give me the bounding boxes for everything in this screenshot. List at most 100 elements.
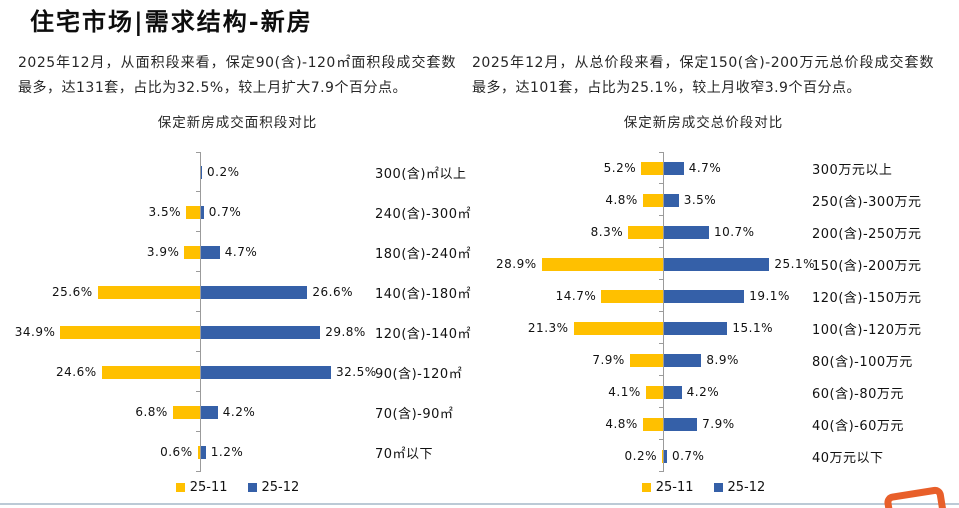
legend-item-25-12: 25-12 (247, 480, 300, 495)
category-label: 120(含)-150万元 (812, 290, 922, 306)
right-bar-zone: 10.7% (664, 216, 806, 248)
right-bar-zone: 1.2% (201, 432, 369, 472)
legend-item-25-11: 25-11 (641, 480, 694, 495)
left-bar-zone: 21.3% (472, 312, 663, 344)
chart-row: 7.9% 8.9% 80(含)-100万元 (472, 344, 935, 376)
value-label-25-12: 29.8% (325, 325, 366, 339)
axis-segment (196, 352, 201, 392)
right-bar-zone: 7.9% (664, 408, 806, 440)
price-summary-text: 2025年12月，从总价段来看，保定150(含)-200万元总价段成交套数最多，… (472, 55, 934, 96)
chart-row: 4.8% 3.5% 250(含)-300万元 (472, 184, 935, 216)
right-bar-zone: 26.6% (201, 272, 369, 312)
bar-25-11 (60, 325, 200, 339)
chart-row: 34.9% 29.8% 120(含)-140㎡ (14, 312, 470, 352)
bar-25-12 (664, 449, 667, 463)
axis-segment (196, 232, 201, 272)
left-bar-zone: 24.6% (18, 352, 200, 392)
value-label-25-11: 3.5% (148, 205, 181, 219)
value-label-25-12: 0.2% (207, 165, 240, 179)
right-bar-zone: 3.5% (664, 184, 806, 216)
bar-25-12 (201, 405, 218, 419)
value-label-25-11: 0.2% (624, 449, 657, 463)
left-bar-zone: 0.6% (18, 432, 200, 472)
left-bar-zone: 4.8% (472, 408, 663, 440)
right-bar-zone: 19.1% (664, 280, 806, 312)
category-label: 70(含)-90㎡ (375, 406, 454, 422)
area-tornado-chart: 0.2% 300(含)㎡以上 3.5% 0.7% 240(含)-300㎡ 3.9% 4.7%… (14, 152, 470, 472)
legend-label: 25-12 (261, 480, 300, 495)
category-label: 70㎡以下 (375, 446, 434, 462)
value-label-25-12: 25.1% (774, 257, 816, 271)
bar-25-12 (664, 417, 698, 431)
bar-25-11 (642, 417, 663, 431)
axis-segment (659, 216, 664, 248)
right-bar-zone: 32.5% (201, 352, 376, 392)
chart-row: 25.6% 26.6% 140(含)-180㎡ (18, 272, 470, 312)
category-label: 240(含)-300㎡ (375, 206, 471, 222)
price-chart-title: 保定新房成交总价段对比 (623, 115, 784, 131)
bar-25-12 (664, 353, 702, 367)
price-tornado-chart: 5.2% 4.7% 300万元以上 4.8% 3.5% 250(含)-300万元 8.3% 1… (472, 152, 935, 472)
category-label: 200(含)-250万元 (812, 226, 922, 242)
value-label-25-12: 4.7% (688, 161, 722, 175)
left-bar-zone: 25.6% (18, 272, 200, 312)
value-label-25-12: 10.7% (713, 225, 755, 239)
bar-25-12 (201, 165, 202, 179)
chart-row: 3.5% 0.7% 240(含)-300㎡ (18, 192, 470, 232)
axis-segment (196, 432, 201, 472)
value-label-25-11: 4.8% (605, 417, 638, 431)
category-label: 140(含)-180㎡ (375, 286, 471, 302)
right-bar-zone: 25.1% (664, 248, 815, 280)
category-label: 60(含)-80万元 (812, 386, 904, 402)
value-label-25-11: 14.7% (555, 289, 597, 303)
axis-segment (196, 272, 201, 312)
value-label-25-12: 4.2% (686, 385, 720, 399)
bar-25-12 (201, 325, 321, 339)
chart-row: 28.9% 25.1% 150(含)-200万元 (472, 248, 935, 280)
axis-segment (659, 376, 664, 408)
bar-25-12 (201, 245, 220, 259)
axis-segment (196, 392, 201, 432)
category-label: 80(含)-100万元 (812, 354, 913, 370)
value-label-25-12: 7.9% (702, 417, 735, 431)
bar-25-12 (664, 193, 679, 207)
right-bar-zone: 4.2% (664, 376, 806, 408)
chart-row: 5.2% 4.7% 300万元以上 (472, 152, 935, 184)
category-label: 300万元以上 (812, 162, 893, 178)
axis-segment (196, 152, 201, 192)
axis-segment (659, 184, 664, 216)
category-label: 180(含)-240㎡ (375, 246, 471, 262)
bar-25-11 (642, 193, 663, 207)
legend-item-25-11: 25-11 (175, 480, 228, 495)
value-label-25-12: 4.2% (222, 405, 256, 419)
bar-25-11 (97, 285, 200, 299)
bar-25-11 (573, 321, 663, 335)
axis-segment (659, 344, 664, 376)
axis-segment (659, 152, 664, 184)
chart-row: 0.2% 300(含)㎡以上 (18, 152, 466, 192)
bar-25-11 (662, 449, 663, 463)
left-bar-zone: 14.7% (472, 280, 663, 312)
axis-segment (659, 280, 664, 312)
value-label-25-12: 3.5% (683, 193, 717, 207)
left-bar-zone: 28.9% (472, 248, 663, 280)
category-label: 100(含)-120万元 (812, 322, 922, 338)
value-label-25-11: 34.9% (14, 325, 56, 339)
chart-row: 3.9% 4.7% 180(含)-240㎡ (18, 232, 470, 272)
footer-divider (0, 503, 959, 505)
left-bar-zone: 8.3% (472, 216, 663, 248)
bar-25-11 (628, 225, 663, 239)
legend-label: 25-12 (727, 480, 766, 495)
value-label-25-12: 0.7% (671, 449, 705, 463)
axis-segment (659, 408, 664, 440)
value-label-25-12: 0.7% (208, 205, 242, 219)
left-bar-zone: 3.9% (18, 232, 200, 272)
bar-25-11 (641, 161, 663, 175)
value-label-25-12: 15.1% (732, 321, 774, 335)
left-bar-zone: 6.8% (18, 392, 200, 432)
right-bar-zone: 0.2% (201, 152, 369, 192)
value-label-25-11: 8.3% (590, 225, 624, 239)
category-label: 40(含)-60万元 (812, 418, 904, 434)
legend-label: 25-11 (189, 480, 228, 495)
area-chart-title: 保定新房成交面积段对比 (157, 115, 318, 131)
